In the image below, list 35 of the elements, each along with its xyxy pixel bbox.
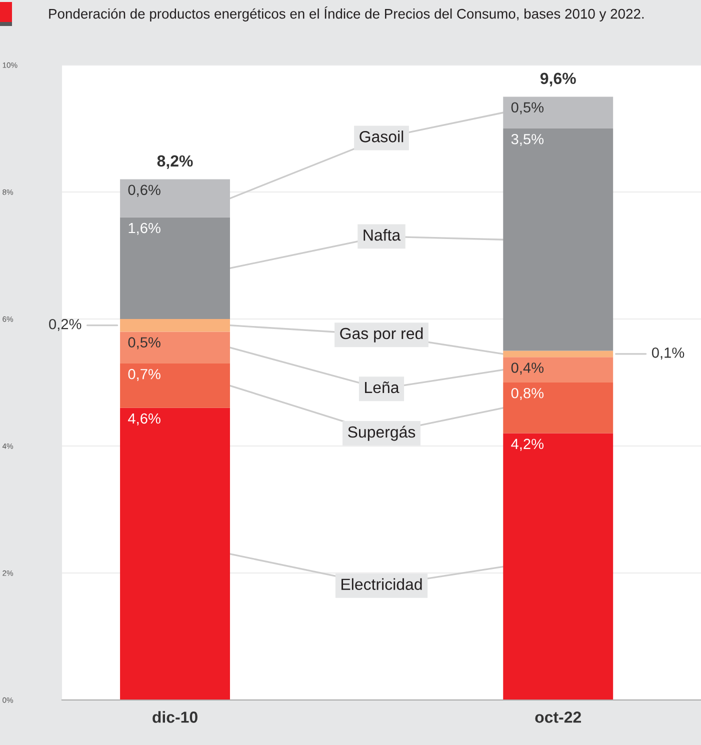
bar xyxy=(120,363,230,408)
bar xyxy=(120,408,230,700)
bar xyxy=(120,217,230,319)
data-label: 0,1% xyxy=(652,348,684,360)
x-tick-label: dic-10 xyxy=(152,711,198,723)
bar xyxy=(120,179,230,218)
data-label: 0,7% xyxy=(128,368,160,381)
bar xyxy=(503,357,614,382)
text: Nafta xyxy=(364,229,401,241)
text: Leña xyxy=(365,382,400,394)
x-tick-label: oct-22 xyxy=(535,712,581,723)
text: Supergás xyxy=(348,426,416,441)
data-label: 1,6% xyxy=(128,222,160,235)
bar xyxy=(503,96,614,128)
data-label: 3,5% xyxy=(511,134,544,146)
text: Electricidad xyxy=(342,578,422,590)
text: Gas por red xyxy=(340,327,423,342)
data-label: 0,4% xyxy=(511,362,544,375)
chart-title: Ponderación de productos energéticos en el Índice de Precios del Consumo, bases 2010 y 2022. xyxy=(49,6,644,22)
data-label: 0,5% xyxy=(128,337,160,350)
data-label: 0,5% xyxy=(511,102,544,114)
data-label: 4,2% xyxy=(511,438,544,451)
bar xyxy=(120,332,230,364)
bar xyxy=(503,128,614,351)
total-label: 9,6% xyxy=(540,72,576,86)
text: Gasoil xyxy=(360,130,404,142)
bar xyxy=(503,433,614,700)
data-label: 4,6% xyxy=(128,413,160,426)
bar xyxy=(503,350,614,358)
bar xyxy=(503,382,614,434)
data-label: 0,2% xyxy=(49,318,82,331)
bar xyxy=(120,319,230,332)
data-label: 0,6% xyxy=(128,184,160,197)
data-label: 0,8% xyxy=(511,388,544,400)
total-label: 8,2% xyxy=(157,155,193,169)
